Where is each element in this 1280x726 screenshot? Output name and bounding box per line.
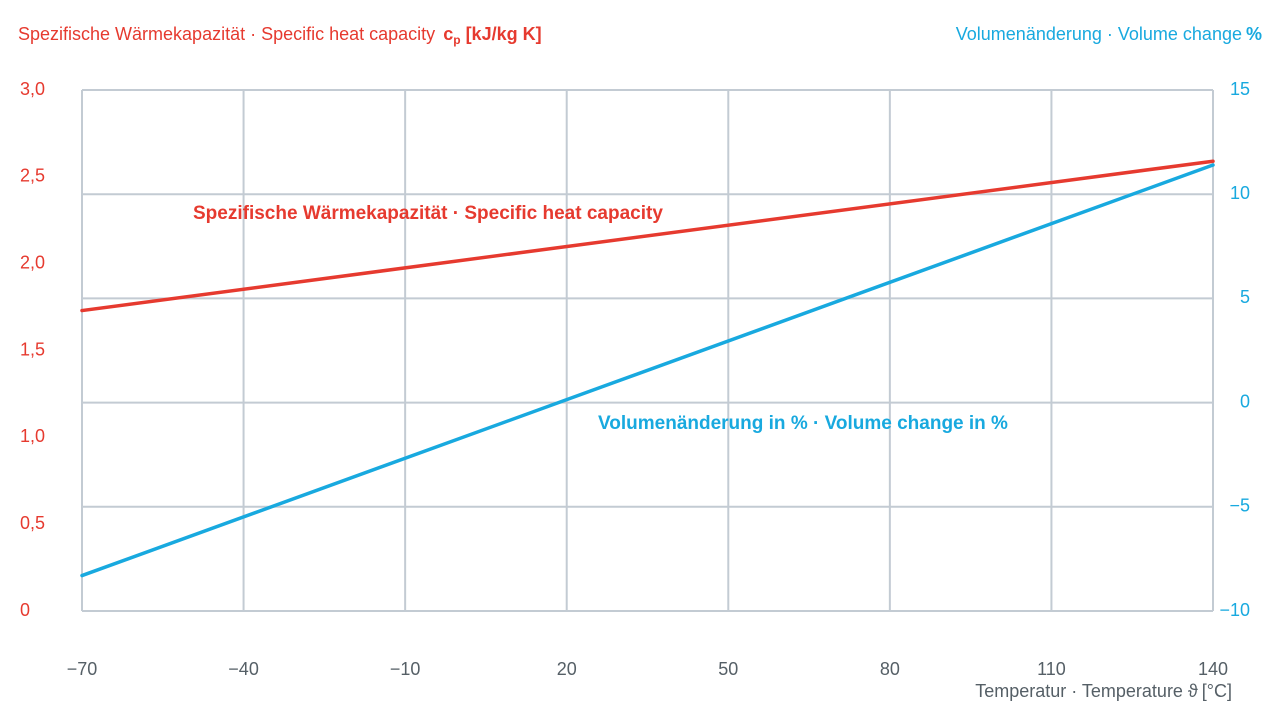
right-axis-unit: %	[1245, 24, 1262, 44]
right-y-tick-label: 10	[1230, 183, 1250, 203]
heat-capacity-series-label: Spezifische Wärmekapazität · Specific he…	[193, 203, 663, 224]
right-y-tick-label: 5	[1240, 287, 1250, 307]
x-axis-label: Temperatur · Temperature ϑ	[975, 681, 1198, 701]
series-labels: Spezifische Wärmekapazität · Specific he…	[193, 203, 1008, 434]
right-y-tick-label: 15	[1230, 79, 1250, 99]
x-tick-label: −40	[228, 659, 259, 679]
heat-capacity-line	[80, 159, 1215, 313]
x-tick-label: 110	[1037, 659, 1066, 679]
left-y-tick-label: 1,0	[20, 426, 45, 446]
volume-change-series-label: Volumenänderung in % · Volume change in …	[598, 413, 1008, 434]
left-axis-unit-sub: p	[453, 33, 461, 47]
series-lines	[80, 159, 1215, 578]
left-axis-unit-prefix: c	[443, 24, 454, 44]
volume-change-line	[80, 163, 1215, 578]
x-tick-label: 140	[1198, 659, 1228, 679]
left-y-tick-label: 1,5	[20, 339, 45, 359]
x-tick-label: −70	[67, 659, 98, 679]
left-axis-title: Spezifische Wärmekapazität · Specific he…	[18, 24, 542, 47]
right-axis-label: Volumenänderung · Volume change	[955, 24, 1242, 44]
left-y-tick-label: 3,0	[20, 79, 45, 99]
left-y-tick-label: 2,5	[20, 166, 45, 186]
x-axis-title: Temperatur · Temperature ϑ [°C]	[975, 681, 1232, 702]
x-tick-label: 80	[880, 659, 900, 679]
tick-labels: −70 −40 −10 20 50 80 110 14000,51,01,52,02,53,0…	[20, 79, 1250, 679]
left-axis-unit-suffix: [kJ/kg K]	[465, 24, 542, 44]
x-tick-label: 20	[557, 659, 577, 679]
x-tick-label: 50	[718, 659, 738, 679]
x-tick-label: −10	[390, 659, 421, 679]
right-axis-title: Volumenänderung · Volume change%	[956, 24, 1262, 45]
left-y-tick-label: 2,0	[20, 252, 45, 272]
right-y-tick-label: −10	[1219, 600, 1250, 620]
left-axis-unit: cp [kJ/kg K]	[443, 24, 542, 47]
right-y-tick-label: −5	[1229, 496, 1250, 516]
x-axis-unit: [°C]	[1201, 681, 1232, 701]
left-axis-label: Spezifische Wärmekapazität · Specific he…	[18, 24, 436, 44]
right-y-tick-label: 0	[1240, 391, 1250, 411]
grid	[81, 89, 1214, 612]
left-y-tick-label: 0,5	[20, 513, 45, 533]
left-y-tick-label: 0	[20, 600, 30, 620]
